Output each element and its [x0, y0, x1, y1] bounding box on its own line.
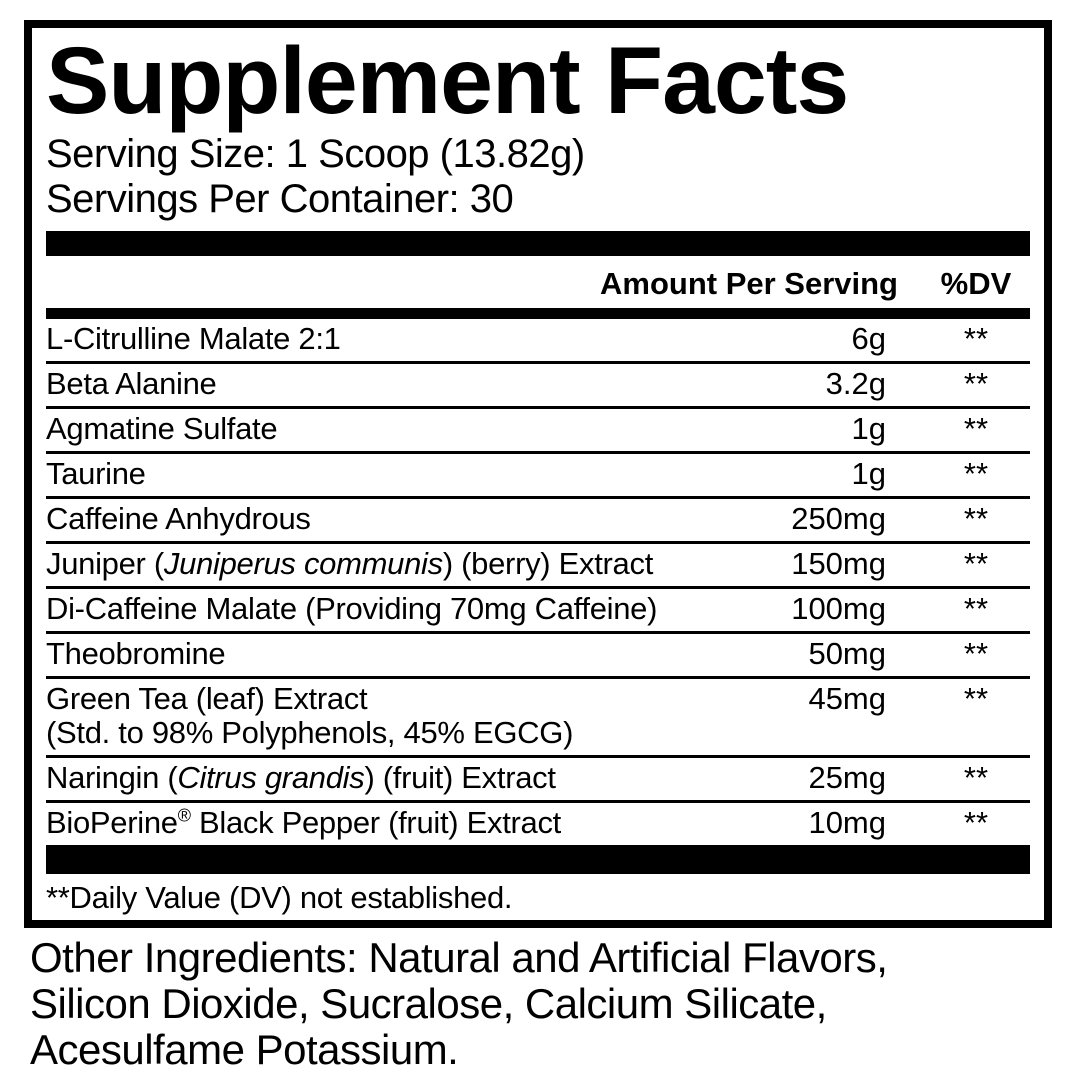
daily-value-footnote: **Daily Value (DV) not established. — [46, 879, 513, 915]
other-ingredients-line: Silicon Dioxide, Sucralose, Calcium Sili… — [30, 980, 827, 1027]
table-row: Juniper (Juniperus communis) (berry) Ext… — [46, 544, 1030, 589]
ingredient-name: Caffeine Anhydrous — [46, 500, 311, 536]
other-ingredients-line: Acesulfame Potassium. — [30, 1026, 459, 1073]
table-row: Di-Caffeine Malate (Providing 70mg Caffe… — [46, 589, 1030, 634]
amount-value: 45mg — [808, 680, 886, 716]
table-row: Green Tea (leaf) Extract (Std. to 98% Pol… — [46, 679, 1030, 758]
ingredient-name: Naringin (Citrus grandis) (fruit) Extrac… — [46, 759, 556, 795]
table-row: Theobromine 50mg ** — [46, 634, 1030, 679]
table-row: Taurine 1g ** — [46, 454, 1030, 499]
ingredient-name: Taurine — [46, 455, 146, 491]
servings-per-container: Servings Per Container: 30 — [46, 176, 514, 221]
table-row: Beta Alanine 3.2g ** — [46, 364, 1030, 409]
ingredient-name: Di-Caffeine Malate (Providing 70mg Caffe… — [46, 590, 658, 626]
dv-value: ** — [963, 680, 989, 716]
dv-value: ** — [963, 455, 989, 491]
other-ingredients-line: Other Ingredients: Natural and Artificia… — [30, 934, 888, 981]
dv-value: ** — [963, 590, 989, 626]
dv-value: ** — [963, 365, 989, 401]
table-row: Naringin (Citrus grandis) (fruit) Extrac… — [46, 758, 1030, 803]
ingredient-name: BioPerine® Black Pepper (fruit) Extract — [46, 804, 561, 840]
table-row: Agmatine Sulfate 1g ** — [46, 409, 1030, 454]
dv-value: ** — [963, 804, 989, 840]
divider-bar-bottom — [46, 844, 1030, 874]
amount-value: 6g — [851, 320, 886, 356]
dv-column-header: %DV — [940, 265, 1012, 301]
amount-column-header: Amount Per Serving — [600, 265, 898, 301]
table-row: Caffeine Anhydrous 250mg ** — [46, 499, 1030, 544]
divider-bar-top — [46, 230, 1030, 256]
ingredient-name: Agmatine Sulfate — [46, 410, 278, 446]
amount-value: 1g — [851, 410, 886, 446]
column-header-row: Amount Per Serving %DV — [46, 256, 1030, 308]
table-row: BioPerine® Black Pepper (fruit) Extract 1… — [46, 803, 1030, 845]
panel-title: Supplement Facts — [46, 28, 849, 134]
header-rule — [46, 307, 1030, 319]
dv-value: ** — [963, 410, 989, 446]
amount-value: 100mg — [791, 590, 886, 626]
amount-value: 25mg — [808, 759, 886, 795]
ingredient-name: L-Citrulline Malate 2:1 — [46, 320, 341, 356]
amount-value: 3.2g — [825, 365, 886, 401]
dv-value: ** — [963, 320, 989, 356]
ingredient-name: Juniper (Juniperus communis) (berry) Ext… — [46, 545, 654, 581]
dv-value: ** — [963, 500, 989, 536]
amount-value: 150mg — [791, 545, 886, 581]
amount-value: 50mg — [808, 635, 886, 671]
amount-value: 250mg — [791, 500, 886, 536]
amount-value: 10mg — [808, 804, 886, 840]
ingredient-name: Green Tea (leaf) Extract (Std. to 98% Pol… — [46, 680, 574, 750]
ingredient-name: Theobromine — [46, 635, 226, 671]
serving-size: Serving Size: 1 Scoop (13.82g) — [46, 131, 585, 176]
table-row: L-Citrulline Malate 2:1 6g ** — [46, 319, 1030, 364]
dv-value: ** — [963, 759, 989, 795]
dv-value: ** — [963, 635, 989, 671]
ingredient-name: Beta Alanine — [46, 365, 217, 401]
dv-value: ** — [963, 545, 989, 581]
supplement-facts-panel: Supplement Facts Serving Size: 1 Scoop (… — [24, 20, 1052, 928]
amount-value: 1g — [851, 455, 886, 491]
ingredient-rows: L-Citrulline Malate 2:1 6g ** Beta Alanine 3… — [46, 319, 1030, 845]
other-ingredients: Other Ingredients: Natural and Artificia… — [30, 935, 1050, 1073]
